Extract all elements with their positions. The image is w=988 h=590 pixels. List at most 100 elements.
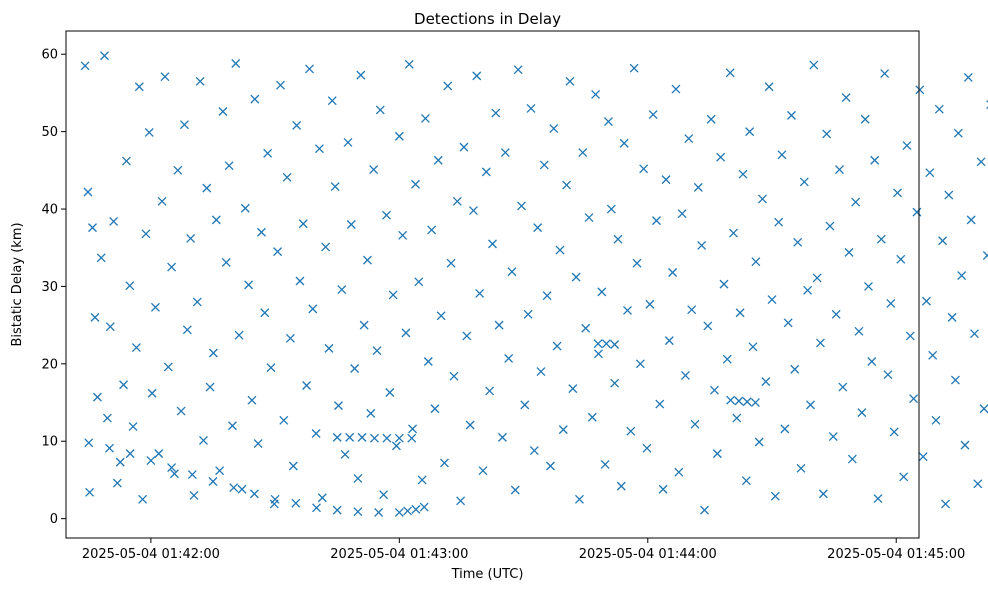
detection-point (195, 76, 205, 86)
detection-point (404, 59, 414, 69)
detection-point (979, 404, 988, 414)
track-point (84, 438, 94, 448)
detection-point (253, 439, 263, 449)
detection-point (362, 255, 372, 265)
detection-point (732, 413, 742, 423)
detection-point (128, 422, 138, 431)
detection-point (867, 357, 877, 366)
detection-point (105, 322, 115, 332)
detection-point (953, 128, 963, 138)
detection-point (722, 354, 732, 364)
detection-point (240, 203, 250, 213)
detection-point (375, 105, 385, 115)
detection-point (825, 221, 835, 231)
detection-point (131, 343, 141, 353)
detection-point (787, 110, 796, 120)
detection-point (632, 258, 642, 268)
track-point (419, 502, 429, 512)
detection-point (581, 323, 591, 333)
detection-point (411, 179, 420, 189)
detection-point (777, 150, 787, 160)
track-point (353, 507, 363, 517)
detection-point (305, 64, 314, 74)
chart-title: Detections in Delay (414, 10, 561, 28)
detection-point (947, 312, 957, 322)
detection-point (796, 463, 806, 473)
detection-point (790, 364, 800, 374)
detection-point (729, 228, 738, 238)
y-axis: 0 10 20 30 40 50 60 (41, 48, 66, 527)
track-point (249, 489, 259, 499)
detection-point (260, 308, 270, 318)
track-point (734, 396, 744, 406)
detection-point (379, 490, 389, 500)
detection-point (231, 59, 241, 68)
detection-point (600, 460, 610, 469)
track-point (374, 507, 384, 517)
detection-point (851, 197, 861, 207)
detection-point (208, 348, 218, 358)
detection-point (549, 124, 559, 133)
y-tick-label: 10 (41, 435, 58, 450)
detection-point (876, 234, 886, 244)
detection-point (938, 236, 948, 246)
detection-point (504, 353, 514, 363)
detection-point (889, 427, 899, 437)
detection-point (645, 299, 655, 309)
track-point (411, 504, 421, 514)
detection-point (388, 290, 398, 300)
detection-point (443, 81, 453, 91)
detection-point (886, 299, 896, 308)
detection-point (918, 452, 928, 462)
y-tick-label: 0 (50, 512, 58, 527)
detection-point (748, 342, 758, 352)
detection-point (337, 285, 347, 294)
detection-point (481, 167, 491, 177)
track-point (370, 433, 379, 443)
detection-point (513, 65, 523, 75)
track-point (270, 494, 280, 504)
detection-point (635, 359, 645, 369)
track-point (332, 505, 342, 515)
detection-point (85, 487, 95, 497)
detection-point (125, 281, 135, 291)
detection-point (960, 440, 970, 450)
detection-point (273, 247, 283, 257)
detection-point (173, 165, 183, 175)
detection-point (408, 424, 418, 434)
detection-point (491, 108, 501, 118)
detection-point (681, 370, 690, 380)
detection-point (591, 90, 601, 99)
track-point (403, 506, 413, 516)
detection-point (555, 245, 565, 255)
detection-point (256, 227, 266, 237)
detection-point (574, 494, 584, 504)
detection-point (244, 280, 254, 290)
detection-point (738, 169, 748, 179)
detection-point (899, 472, 909, 482)
detection-point (642, 443, 652, 453)
y-tick-label: 40 (41, 203, 58, 218)
track-point (593, 339, 603, 349)
detection-point (202, 183, 212, 193)
detection-point (350, 364, 360, 373)
detection-point (321, 242, 331, 252)
detection-point (211, 215, 221, 225)
detection-point (706, 114, 716, 124)
detection-point (925, 168, 935, 178)
detection-point (468, 206, 478, 216)
track-point (382, 433, 392, 443)
detection-point (552, 341, 562, 351)
detection-point (456, 496, 466, 506)
detection-point (957, 271, 967, 281)
detection-point (121, 156, 131, 166)
detection-point (806, 400, 815, 410)
track-point (357, 432, 367, 442)
detection-point (712, 449, 722, 459)
detection-point (774, 217, 784, 227)
detection-point (758, 194, 767, 204)
data-markers (80, 51, 988, 517)
detection-point (250, 94, 260, 104)
detection-point (870, 155, 880, 165)
detection-point (134, 82, 144, 92)
